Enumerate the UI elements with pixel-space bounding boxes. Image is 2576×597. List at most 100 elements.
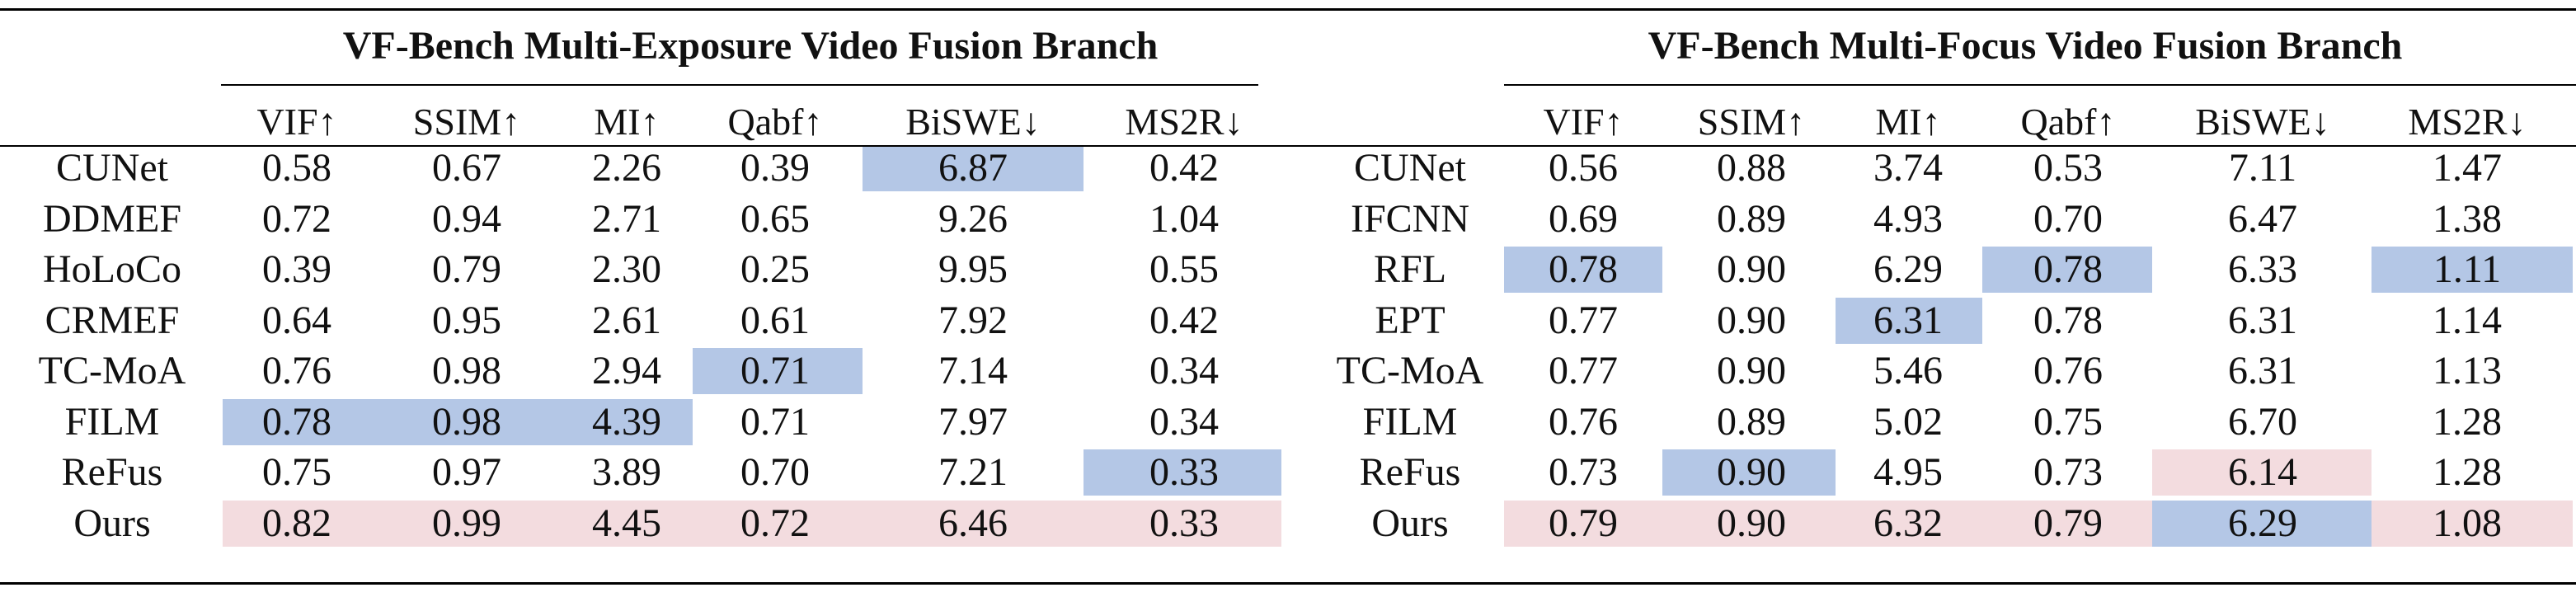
exposure-table-cell: 0.82	[262, 501, 331, 545]
focus-table-cell: 0.77	[1549, 298, 1618, 342]
focus-column-header: MS2R↓	[2408, 101, 2527, 143]
focus-second-best-highlight	[2152, 449, 2372, 496]
exposure-table-cell: 0.58	[262, 146, 331, 190]
header-rule	[0, 145, 2576, 147]
exposure-column-header: BiSWE↓	[905, 101, 1041, 143]
exposure-table-cell: 4.39	[592, 399, 661, 444]
exposure-table-cell: 0.98	[432, 349, 501, 393]
exposure-table-cell: 0.94	[432, 196, 501, 241]
exposure-group-rule	[221, 84, 1258, 86]
exposure-table-cell: 0.71	[740, 349, 810, 393]
focus-table-cell: 0.77	[1549, 349, 1618, 393]
exposure-table-cell: 2.26	[592, 146, 661, 190]
focus-table-cell: 0.78	[2033, 247, 2103, 291]
exposure-column-header: VIF↑	[256, 101, 337, 143]
exposure-ours-highlight	[1084, 500, 1281, 547]
exposure-table-cell: 6.87	[938, 146, 1008, 190]
focus-table-cell: 6.31	[2228, 298, 2297, 342]
focus-table-cell: 0.56	[1549, 146, 1618, 190]
focus-table-cell: 0.89	[1717, 399, 1786, 444]
focus-table-cell: 1.47	[2433, 146, 2502, 190]
exposure-table-cell: 7.21	[938, 450, 1008, 494]
focus-table-cell: 0.88	[1717, 146, 1786, 190]
focus-best-highlight	[1982, 247, 2152, 293]
focus-ours-highlight	[1982, 500, 2152, 547]
focus-table-cell: 0.90	[1717, 247, 1786, 291]
exposure-table-cell: 0.97	[432, 450, 501, 494]
focus-best-highlight	[2372, 247, 2573, 293]
focus-table-cell: 7.11	[2228, 146, 2297, 190]
focus-table-cell: 0.76	[1549, 399, 1618, 444]
focus-table-cell: 0.53	[2033, 146, 2103, 190]
focus-best-highlight	[1662, 449, 1836, 496]
focus-table-cell: 1.28	[2433, 450, 2502, 494]
focus-method-name: RFL	[1373, 247, 1447, 291]
exposure-table-cell: 0.65	[740, 196, 810, 241]
focus-table-cell: 6.70	[2228, 399, 2297, 444]
focus-ours-highlight	[1504, 500, 1662, 547]
focus-table-cell: 0.70	[2033, 196, 2103, 241]
exposure-method-name: TC-MoA	[38, 349, 186, 393]
exposure-table-cell: 0.55	[1149, 247, 1219, 291]
exposure-ours-highlight	[223, 500, 371, 547]
focus-table-cell: 6.14	[2228, 450, 2297, 494]
exposure-method-name: DDMEF	[42, 196, 182, 241]
exposure-table-cell: 0.33	[1149, 501, 1219, 545]
focus-table-cell: 0.78	[1549, 247, 1618, 291]
focus-best-highlight	[2152, 500, 2372, 547]
focus-table-cell: 0.90	[1717, 450, 1786, 494]
exposure-table-cell: 0.70	[740, 450, 810, 494]
focus-table-cell: 5.46	[1873, 349, 1943, 393]
exposure-ours-highlight	[693, 500, 863, 547]
focus-table-cell: 6.33	[2228, 247, 2297, 291]
focus-table-cell: 0.78	[2033, 298, 2103, 342]
exposure-table-cell: 7.97	[938, 399, 1008, 444]
focus-table-cell: 6.32	[1873, 501, 1943, 545]
focus-method-name: CUNet	[1354, 146, 1466, 190]
exposure-method-name: CRMEF	[45, 298, 180, 342]
exposure-table-cell: 0.42	[1149, 298, 1219, 342]
focus-table-cell: 0.79	[1549, 501, 1618, 545]
focus-table-cell: 6.31	[2228, 349, 2297, 393]
focus-column-header: VIF↑	[1543, 101, 1624, 143]
focus-method-name: ReFus	[1359, 450, 1461, 494]
exposure-column-header: MS2R↓	[1125, 101, 1243, 143]
exposure-table-cell: 2.71	[592, 196, 661, 241]
exposure-table-cell: 0.61	[740, 298, 810, 342]
focus-table-cell: 1.38	[2433, 196, 2502, 241]
focus-method-name: TC-MoA	[1336, 349, 1484, 393]
exposure-method-name: HoLoCo	[43, 247, 181, 291]
focus-column-header: Qabf↑	[2020, 101, 2116, 143]
focus-table-cell: 6.29	[2228, 501, 2297, 545]
focus-table-cell: 0.90	[1717, 298, 1786, 342]
focus-table-cell: 1.08	[2433, 501, 2502, 545]
exposure-table-cell: 0.64	[262, 298, 331, 342]
exposure-method-name: FILM	[64, 399, 160, 444]
exposure-table-cell: 0.34	[1149, 399, 1219, 444]
focus-table-cell: 5.02	[1873, 399, 1943, 444]
exposure-ours-highlight	[371, 500, 548, 547]
exposure-table-cell: 0.33	[1149, 450, 1219, 494]
focus-group-rule	[1504, 84, 2576, 86]
exposure-ours-highlight	[863, 500, 1084, 547]
focus-table-cell: 0.75	[2033, 399, 2103, 444]
exposure-method-name: ReFus	[61, 450, 163, 494]
focus-best-highlight	[1504, 247, 1662, 293]
focus-table-cell: 0.69	[1549, 196, 1618, 241]
exposure-table-cell: 0.25	[740, 247, 810, 291]
exposure-table-cell: 0.72	[262, 196, 331, 241]
focus-table-cell: 6.31	[1873, 298, 1943, 342]
exposure-table-cell: 0.71	[740, 399, 810, 444]
exposure-table-cell: 0.39	[740, 146, 810, 190]
focus-table-cell: 0.73	[2033, 450, 2103, 494]
exposure-table-cell: 0.98	[432, 399, 501, 444]
focus-table-cell: 0.73	[1549, 450, 1618, 494]
focus-method-name: EPT	[1375, 298, 1445, 342]
exposure-table-cell: 0.72	[740, 501, 810, 545]
exposure-best-highlight	[693, 348, 863, 394]
exposure-table-cell: 0.34	[1149, 349, 1219, 393]
focus-table-cell: 0.89	[1717, 196, 1786, 241]
exposure-table-cell: 0.42	[1149, 146, 1219, 190]
focus-table-cell: 6.29	[1873, 247, 1943, 291]
focus-table-cell: 6.47	[2228, 196, 2297, 241]
